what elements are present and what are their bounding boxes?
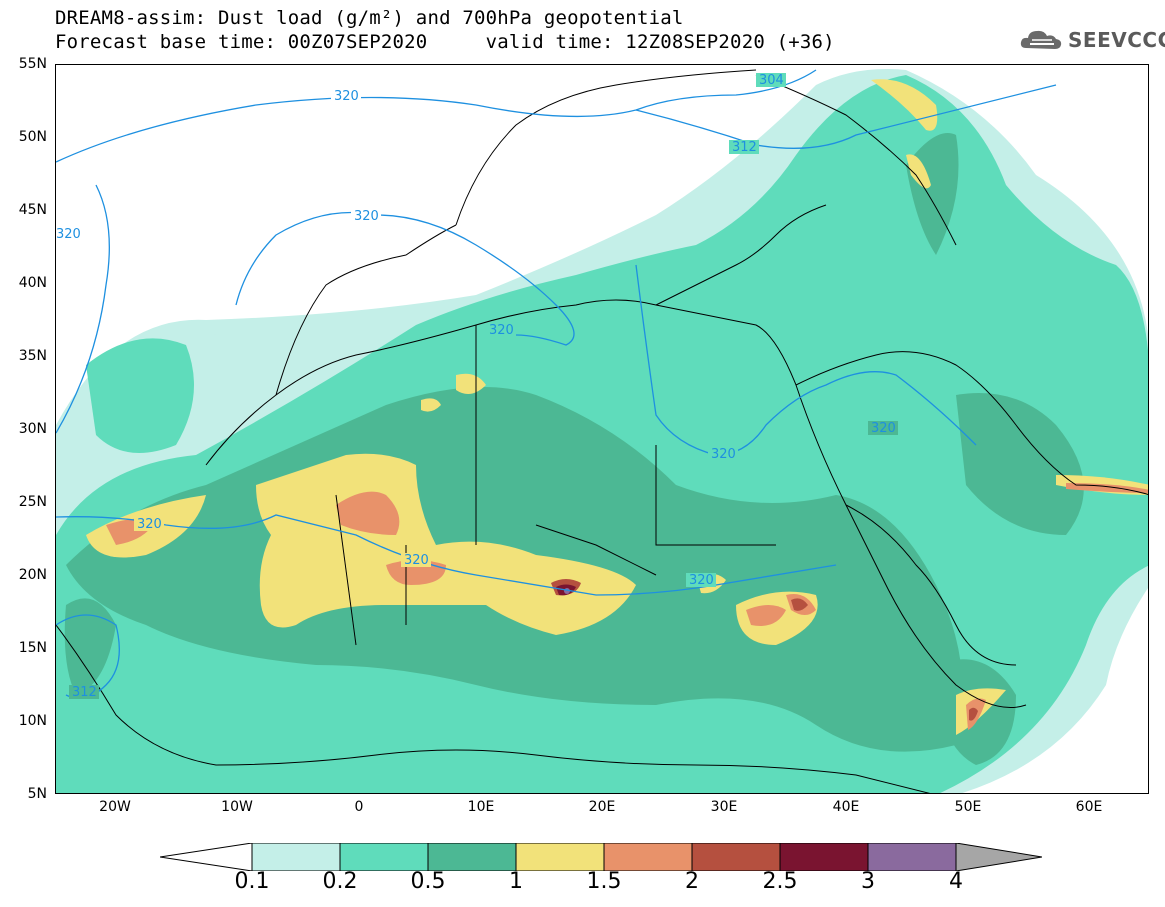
seevccc-logo: SEEVCCC (1018, 24, 1165, 54)
colorbar-over-arrow (955, 843, 1042, 871)
contour-label: 320 (137, 517, 162, 532)
contour-label: 320 (56, 227, 81, 242)
lat-label: 35N (18, 348, 47, 364)
colorbar-segment (339, 843, 429, 871)
lat-label: 5N (27, 786, 47, 802)
colorbar-label: 0.2 (322, 869, 358, 894)
lat-label: 10N (18, 713, 47, 729)
colorbar (160, 843, 1042, 871)
colorbar-segment (251, 843, 341, 871)
lon-label: 30E (710, 799, 738, 815)
colorbar-label: 2 (685, 869, 699, 894)
lat-label: 30N (18, 421, 47, 437)
lon-label: 10W (221, 799, 253, 815)
contour-label: 312 (72, 685, 97, 700)
colorbar-label: 1 (509, 869, 523, 894)
lon-label: 40E (832, 799, 860, 815)
contour-label: 320 (354, 209, 379, 224)
title-line-1: DREAM8-assim: Dust load (g/m²) and 700hP… (55, 7, 684, 29)
colorbar-label: 1.5 (586, 869, 622, 894)
lon-label: 0 (354, 799, 364, 815)
contour-label: 320 (489, 323, 514, 338)
lon-label: 60E (1075, 799, 1103, 815)
colorbar-segment (427, 843, 517, 871)
contour-label: 320 (689, 573, 714, 588)
colorbar-label: 4 (949, 869, 963, 894)
contour-label: 320 (871, 421, 896, 436)
colorbar-segment (691, 843, 781, 871)
contour-label: 312 (732, 140, 757, 155)
colorbar-label: 3 (861, 869, 875, 894)
colorbar-label: 2.5 (762, 869, 798, 894)
colorbar-segment (867, 843, 957, 871)
lat-label: 45N (18, 202, 47, 218)
dust-load-map: 304 312 320 320 320 320 320 320 320 320 … (56, 69, 1148, 793)
lat-label: 50N (18, 129, 47, 145)
map-frame: 304 312 320 320 320 320 320 320 320 320 … (55, 64, 1149, 794)
colorbar-segment (515, 843, 605, 871)
logo-text: SEEVCCC (1068, 28, 1165, 52)
cloud-icon (1020, 30, 1062, 49)
lon-label: 20E (588, 799, 616, 815)
contour-label: 304 (759, 73, 784, 88)
colorbar-under-arrow (160, 843, 253, 871)
coastlines (56, 69, 1148, 793)
contour-label: 320 (711, 447, 736, 462)
colorbar-label: 0.1 (234, 869, 270, 894)
contour-label: 320 (334, 89, 359, 104)
lat-label: 25N (18, 494, 47, 510)
lat-label: 20N (18, 567, 47, 583)
colorbar-label: 0.5 (410, 869, 446, 894)
lon-label: 10E (467, 799, 495, 815)
colorbar-segment (603, 843, 693, 871)
lon-label: 20W (99, 799, 131, 815)
lat-label: 15N (18, 640, 47, 656)
lat-label: 55N (18, 56, 47, 72)
colorbar-segment (779, 843, 869, 871)
contour-label: 320 (404, 553, 429, 568)
lon-label: 50E (954, 799, 982, 815)
lat-label: 40N (18, 275, 47, 291)
title-line-2: Forecast base time: 00Z07SEP2020 valid t… (55, 31, 835, 53)
contour-labels: 304 312 320 320 320 320 320 320 320 320 … (56, 73, 898, 700)
